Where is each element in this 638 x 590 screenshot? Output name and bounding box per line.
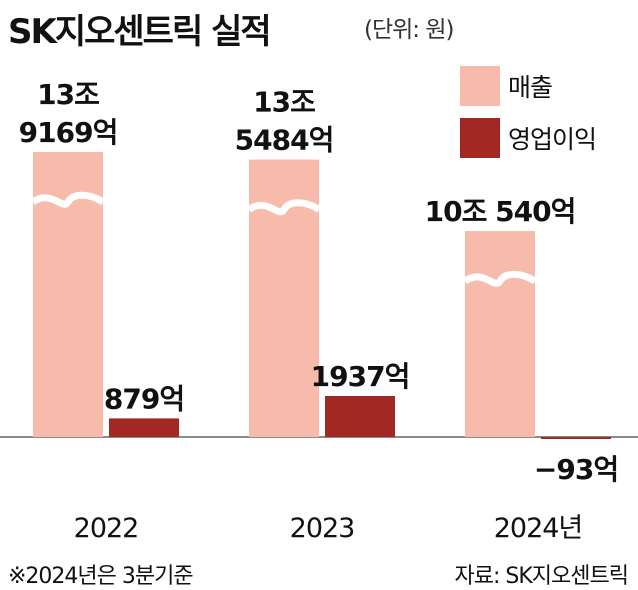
revenue-bar-break-2022 [30, 191, 105, 208]
legend-label-revenue: 매출 [508, 73, 553, 102]
revenue-value-label-2023: 13조 [253, 86, 315, 119]
legend-item-revenue: 매출 [460, 66, 553, 106]
operating-profit-value-label-2024년: −93억 [534, 453, 618, 486]
operating-profit-value-label-2022: 879억 [104, 382, 184, 415]
operating-profit-value-label-2023: 1937억 [311, 360, 410, 393]
x-tick-label-2023: 2023 [290, 513, 355, 544]
revenue-bar-break-2023 [246, 199, 321, 216]
legend-label-operating-profit: 영업이익 [508, 125, 597, 154]
unit-label: (단위: 원) [364, 17, 454, 43]
legend-swatch-revenue [460, 66, 500, 106]
chart-title: SK지오센트릭 실적 [8, 12, 272, 52]
revenue-value-label-2022: 9169억 [19, 116, 118, 149]
x-tick-label-2022: 2022 [74, 513, 139, 544]
legend-item-operating-profit: 영업이익 [460, 118, 597, 158]
source-label: 자료: SK지오센트릭 [454, 564, 629, 589]
operating-profit-bar-2022 [109, 418, 179, 437]
operating-profit-bar-2024년 [541, 437, 611, 439]
revenue-value-label-2022: 13조 [37, 78, 99, 111]
revenue-bar-break-2024년 [462, 270, 537, 287]
operating-profit-bar-2023 [325, 396, 395, 437]
footnote: ※2024년은 3분기준 [8, 564, 194, 589]
revenue-value-label-2024년: 10조 540억 [425, 195, 576, 228]
legend-swatch-operating-profit [460, 118, 500, 158]
x-tick-label-2024년: 2024년 [494, 513, 583, 544]
revenue-value-label-2023: 5484억 [235, 124, 334, 157]
revenue-bar-2024년 [465, 231, 535, 437]
